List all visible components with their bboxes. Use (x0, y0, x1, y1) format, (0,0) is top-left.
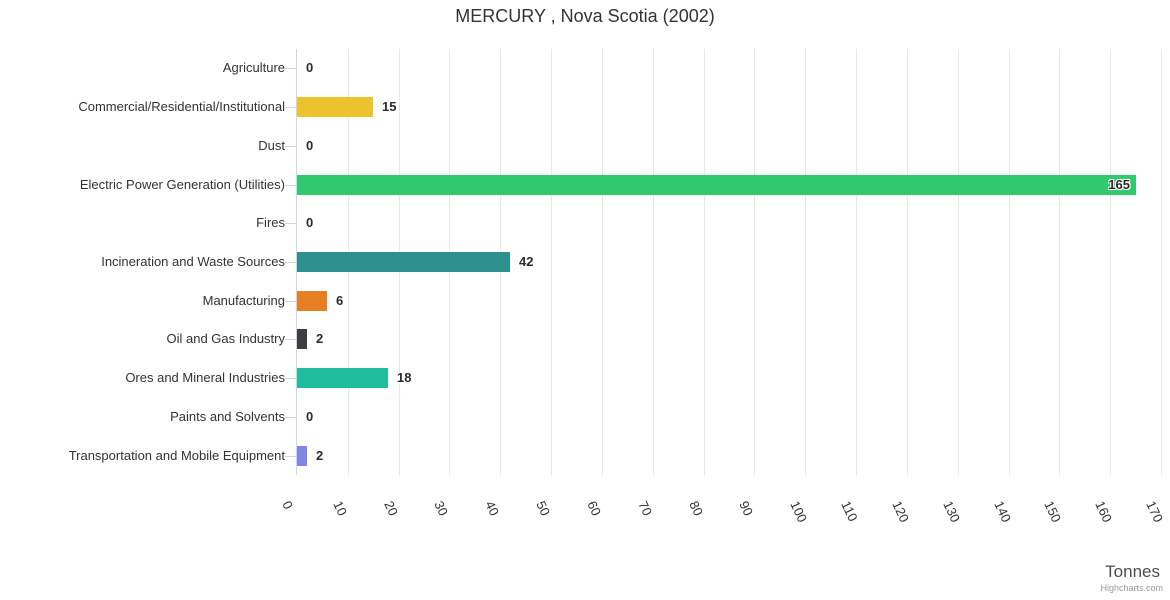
y-axis-tick (285, 223, 296, 224)
x-tick-label: 160 (1092, 498, 1116, 525)
gridline (704, 49, 705, 475)
x-tick-label: 20 (381, 498, 402, 519)
gridline (754, 49, 755, 475)
x-axis-title: Tonnes (1105, 562, 1160, 581)
bar[interactable] (297, 252, 510, 272)
gridline (1059, 49, 1060, 475)
bar-value-label: 0 (306, 60, 314, 75)
gridline (602, 49, 603, 475)
x-tick-label: 60 (584, 498, 605, 519)
y-axis-tick (285, 417, 296, 418)
x-tick-label: 70 (635, 498, 656, 519)
x-tick-label: 120 (889, 498, 913, 525)
gridline (551, 49, 552, 475)
x-tick-label: 40 (482, 498, 503, 519)
bar-value-label: 0 (306, 215, 314, 230)
bar-value-label: 0 (306, 409, 314, 424)
category-label: Ores and Mineral Industries (125, 370, 285, 385)
category-label: Manufacturing (202, 293, 285, 308)
bar-value-label: 6 (336, 293, 344, 308)
x-tick-label: 100 (787, 498, 811, 525)
x-tick-label: 130 (940, 498, 964, 525)
y-axis-tick (285, 146, 296, 147)
gridline (958, 49, 959, 475)
y-axis-tick (285, 339, 296, 340)
x-tick-label: 30 (431, 498, 452, 519)
bar-value-label: 165 (1108, 177, 1130, 192)
bar-value-label: 15 (382, 99, 397, 114)
bar-value-label: 2 (316, 331, 324, 346)
gridline (1110, 49, 1111, 475)
bar-value-label: 42 (519, 254, 534, 269)
x-tick-label: 80 (686, 498, 707, 519)
category-label: Electric Power Generation (Utilities) (79, 177, 285, 192)
gridline (653, 49, 654, 475)
bar-value-label: 0 (306, 138, 314, 153)
category-label: Dust (258, 138, 285, 153)
y-axis-tick (285, 301, 296, 302)
y-axis-tick (285, 456, 296, 457)
bar[interactable] (297, 329, 307, 349)
chart-title: MERCURY , Nova Scotia (2002) (455, 6, 715, 26)
y-axis-tick (285, 68, 296, 69)
bar-value-label: 2 (316, 448, 324, 463)
gridline (856, 49, 857, 475)
bar[interactable] (297, 446, 307, 466)
x-tick-label: 90 (736, 498, 757, 519)
category-label: Incineration and Waste Sources (101, 254, 285, 269)
gridline (805, 49, 806, 475)
x-tick-label: 150 (1041, 498, 1065, 525)
gridline (1009, 49, 1010, 475)
category-label: Fires (256, 215, 285, 230)
y-axis-tick (285, 262, 296, 263)
category-label: Agriculture (222, 60, 285, 75)
x-tick-label: 140 (991, 498, 1015, 525)
x-tick-label: 110 (838, 498, 861, 524)
highcharts-credit-link[interactable]: Highcharts.com (1100, 583, 1163, 593)
bar[interactable] (297, 97, 373, 117)
category-label: Paints and Solvents (170, 409, 285, 424)
category-label: Commercial/Residential/Institutional (78, 99, 285, 114)
x-tick-label: 10 (330, 498, 351, 519)
x-tick-label: 0 (279, 498, 296, 512)
bar[interactable] (297, 291, 327, 311)
bar[interactable] (297, 175, 1136, 195)
category-label: Oil and Gas Industry (166, 331, 286, 346)
gridline (907, 49, 908, 475)
x-tick-label: 170 (1143, 498, 1167, 525)
category-label: Transportation and Mobile Equipment (68, 448, 285, 463)
y-axis-tick (285, 107, 296, 108)
y-axis-tick (285, 378, 296, 379)
y-axis-tick (285, 185, 296, 186)
bar[interactable] (297, 368, 388, 388)
bar-value-label: 18 (397, 370, 412, 385)
plot-area: 0 15 0 165 0 42 6 2 18 0 2 (296, 49, 1162, 475)
x-tick-label: 50 (533, 498, 554, 519)
gridline (1161, 49, 1162, 475)
